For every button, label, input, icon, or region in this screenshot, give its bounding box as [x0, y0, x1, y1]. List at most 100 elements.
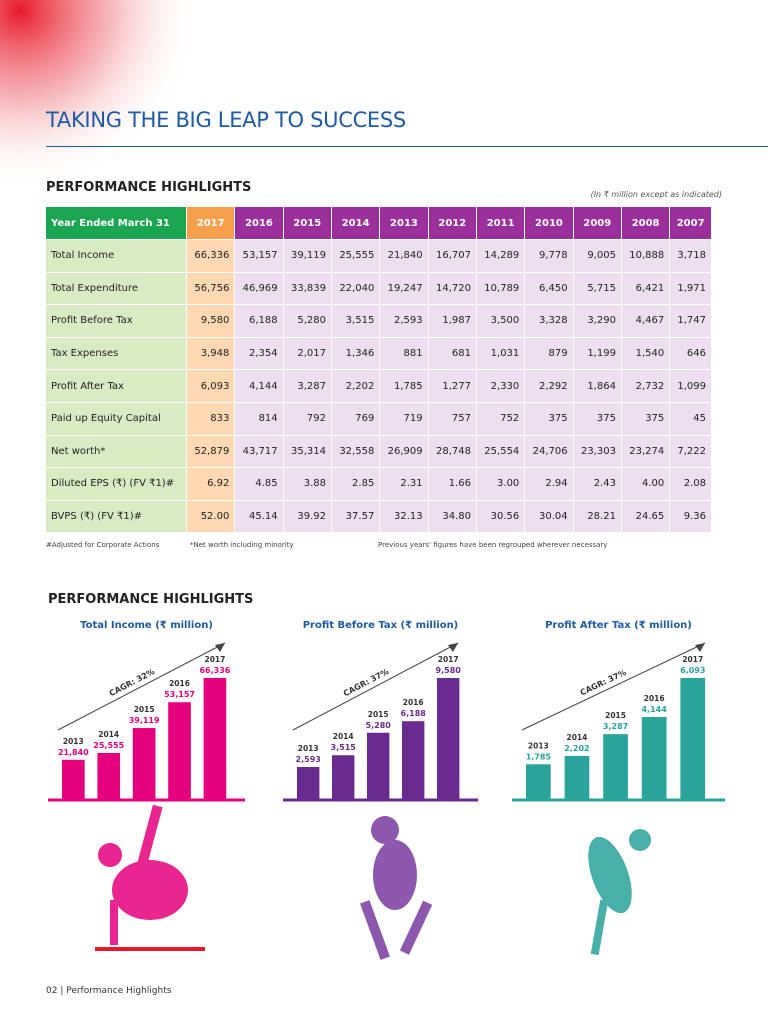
table-cell: 6,450	[524, 272, 574, 306]
value-label: 2,202	[564, 744, 589, 753]
table-cell: 1,987	[428, 304, 477, 338]
value-label: 25,555	[93, 741, 124, 750]
table-cell: 30.04	[524, 500, 574, 534]
arrow-head	[448, 643, 458, 652]
table-cell: 52.00	[186, 500, 236, 534]
table-row: Profit Before Tax 9,580 6,188 5,280 3,515 2,5…	[46, 304, 712, 338]
table-cell: 375	[573, 402, 622, 436]
table-cell: 10,789	[476, 272, 526, 306]
table-cell: Year Ended March 31	[46, 207, 187, 240]
table-cell: 28,748	[428, 435, 477, 469]
table-cell: 45	[669, 402, 712, 436]
category-label: 2014	[98, 730, 119, 739]
table-cell: 66,336	[186, 239, 236, 273]
table-cell: 752	[476, 402, 526, 436]
table-cell: Net worth*	[46, 435, 187, 469]
table-cell: 375	[524, 402, 574, 436]
table-cell: 10,888	[621, 239, 671, 273]
figure-pink	[98, 804, 188, 945]
bar	[680, 678, 706, 800]
table-cell: 814	[234, 402, 284, 436]
bar	[367, 732, 390, 800]
arrow-head	[215, 643, 225, 652]
table-cell: 3,500	[476, 304, 526, 338]
table-cell: Total Income	[46, 239, 187, 273]
table-cell: Profit After Tax	[46, 369, 187, 403]
table-row: BVPS (₹) (FV ₹1)# 52.00 45.14 39.92 37.57 32.…	[46, 500, 712, 534]
category-label: 2016	[169, 679, 190, 688]
figure-purple	[360, 816, 433, 960]
category-label: 2017	[438, 655, 459, 664]
table-cell: 646	[669, 337, 712, 371]
highlights-table: Year Ended March 31 2017 2016 2015 2014 2013 2…	[46, 207, 712, 534]
table-cell: 757	[428, 402, 477, 436]
table-cell: 28.21	[573, 500, 622, 534]
table-cell: 681	[428, 337, 477, 371]
header-row: Year Ended March 31 2017 2016 2015 2014 2013 2…	[46, 207, 712, 240]
table-cell: 2011	[476, 207, 526, 240]
table-cell: 52,879	[186, 435, 236, 469]
table-cell: 35,314	[283, 435, 332, 469]
category-label: 2014	[333, 732, 354, 741]
table-cell: 1,346	[331, 337, 381, 371]
table-cell: 2,292	[524, 369, 574, 403]
value-label: 3,515	[331, 743, 357, 752]
table-cell: 2,330	[476, 369, 526, 403]
table-cell: Paid up Equity Capital	[46, 402, 187, 436]
table-row: Profit After Tax 6,093 4,144 3,287 2,202 1,78…	[46, 369, 712, 403]
table-cell: 719	[379, 402, 429, 436]
table-cell: 3,948	[186, 337, 236, 371]
value-label: 66,336	[199, 666, 230, 675]
category-label: 2015	[605, 711, 626, 720]
table-cell: 1,031	[476, 337, 526, 371]
table-cell: 792	[283, 402, 332, 436]
table-cell: 1,540	[621, 337, 671, 371]
value-label: 4,144	[641, 705, 667, 714]
chart-title: Profit After Tax (₹ million)	[545, 620, 692, 631]
table-cell: Profit Before Tax	[46, 304, 187, 338]
table-cell: 53,157	[234, 239, 284, 273]
table-cell: 4,144	[234, 369, 284, 403]
table-cell: Total Expenditure	[46, 272, 187, 306]
table-row: Total Expenditure 56,756 46,969 33,839 22,04…	[46, 272, 712, 306]
table-cell: 3,328	[524, 304, 574, 338]
table-cell: 30.56	[476, 500, 526, 534]
table-cell: 26,909	[379, 435, 429, 469]
bar	[203, 678, 227, 800]
category-label: 2016	[644, 694, 665, 703]
table-cell: 23,303	[573, 435, 622, 469]
value-label: 2,593	[296, 755, 321, 764]
table-row: Tax Expenses 3,948 2,354 2,017 1,346 881 681 1,…	[46, 337, 712, 371]
chart-title: Total Income (₹ million)	[80, 620, 213, 631]
table-cell: 45.14	[234, 500, 284, 534]
table-cell: 6,093	[186, 369, 236, 403]
value-label: 6,093	[680, 666, 705, 675]
table-cell: 24,706	[524, 435, 574, 469]
table-cell: 9,778	[524, 239, 574, 273]
table-cell: 25,555	[331, 239, 381, 273]
table-cell: 6.92	[186, 467, 236, 501]
table-cell: 56,756	[186, 272, 236, 306]
table-note: (In ₹ million except as indicated)	[590, 190, 722, 199]
table-cell: 2,354	[234, 337, 284, 371]
table-title: PERFORMANCE HIGHLIGHTS	[46, 180, 252, 195]
bar	[437, 678, 460, 800]
table-cell: 2.31	[379, 467, 429, 501]
table-cell: 879	[524, 337, 574, 371]
bar	[132, 728, 156, 800]
table-cell: 833	[186, 402, 236, 436]
table-cell: 2007	[669, 207, 712, 240]
value-label: 21,840	[58, 748, 89, 757]
table-cell: 2017	[186, 207, 236, 240]
cagr-arrow	[57, 642, 226, 731]
category-label: 2015	[134, 705, 155, 714]
table-cell: 1,199	[573, 337, 622, 371]
bar	[402, 721, 425, 800]
table-cell: 2,017	[283, 337, 332, 371]
table-cell: 1.66	[428, 467, 477, 501]
value-label: 5,280	[366, 721, 392, 730]
table-cell: 2015	[283, 207, 332, 240]
table-cell: 1,747	[669, 304, 712, 338]
table-cell: 2.85	[331, 467, 381, 501]
